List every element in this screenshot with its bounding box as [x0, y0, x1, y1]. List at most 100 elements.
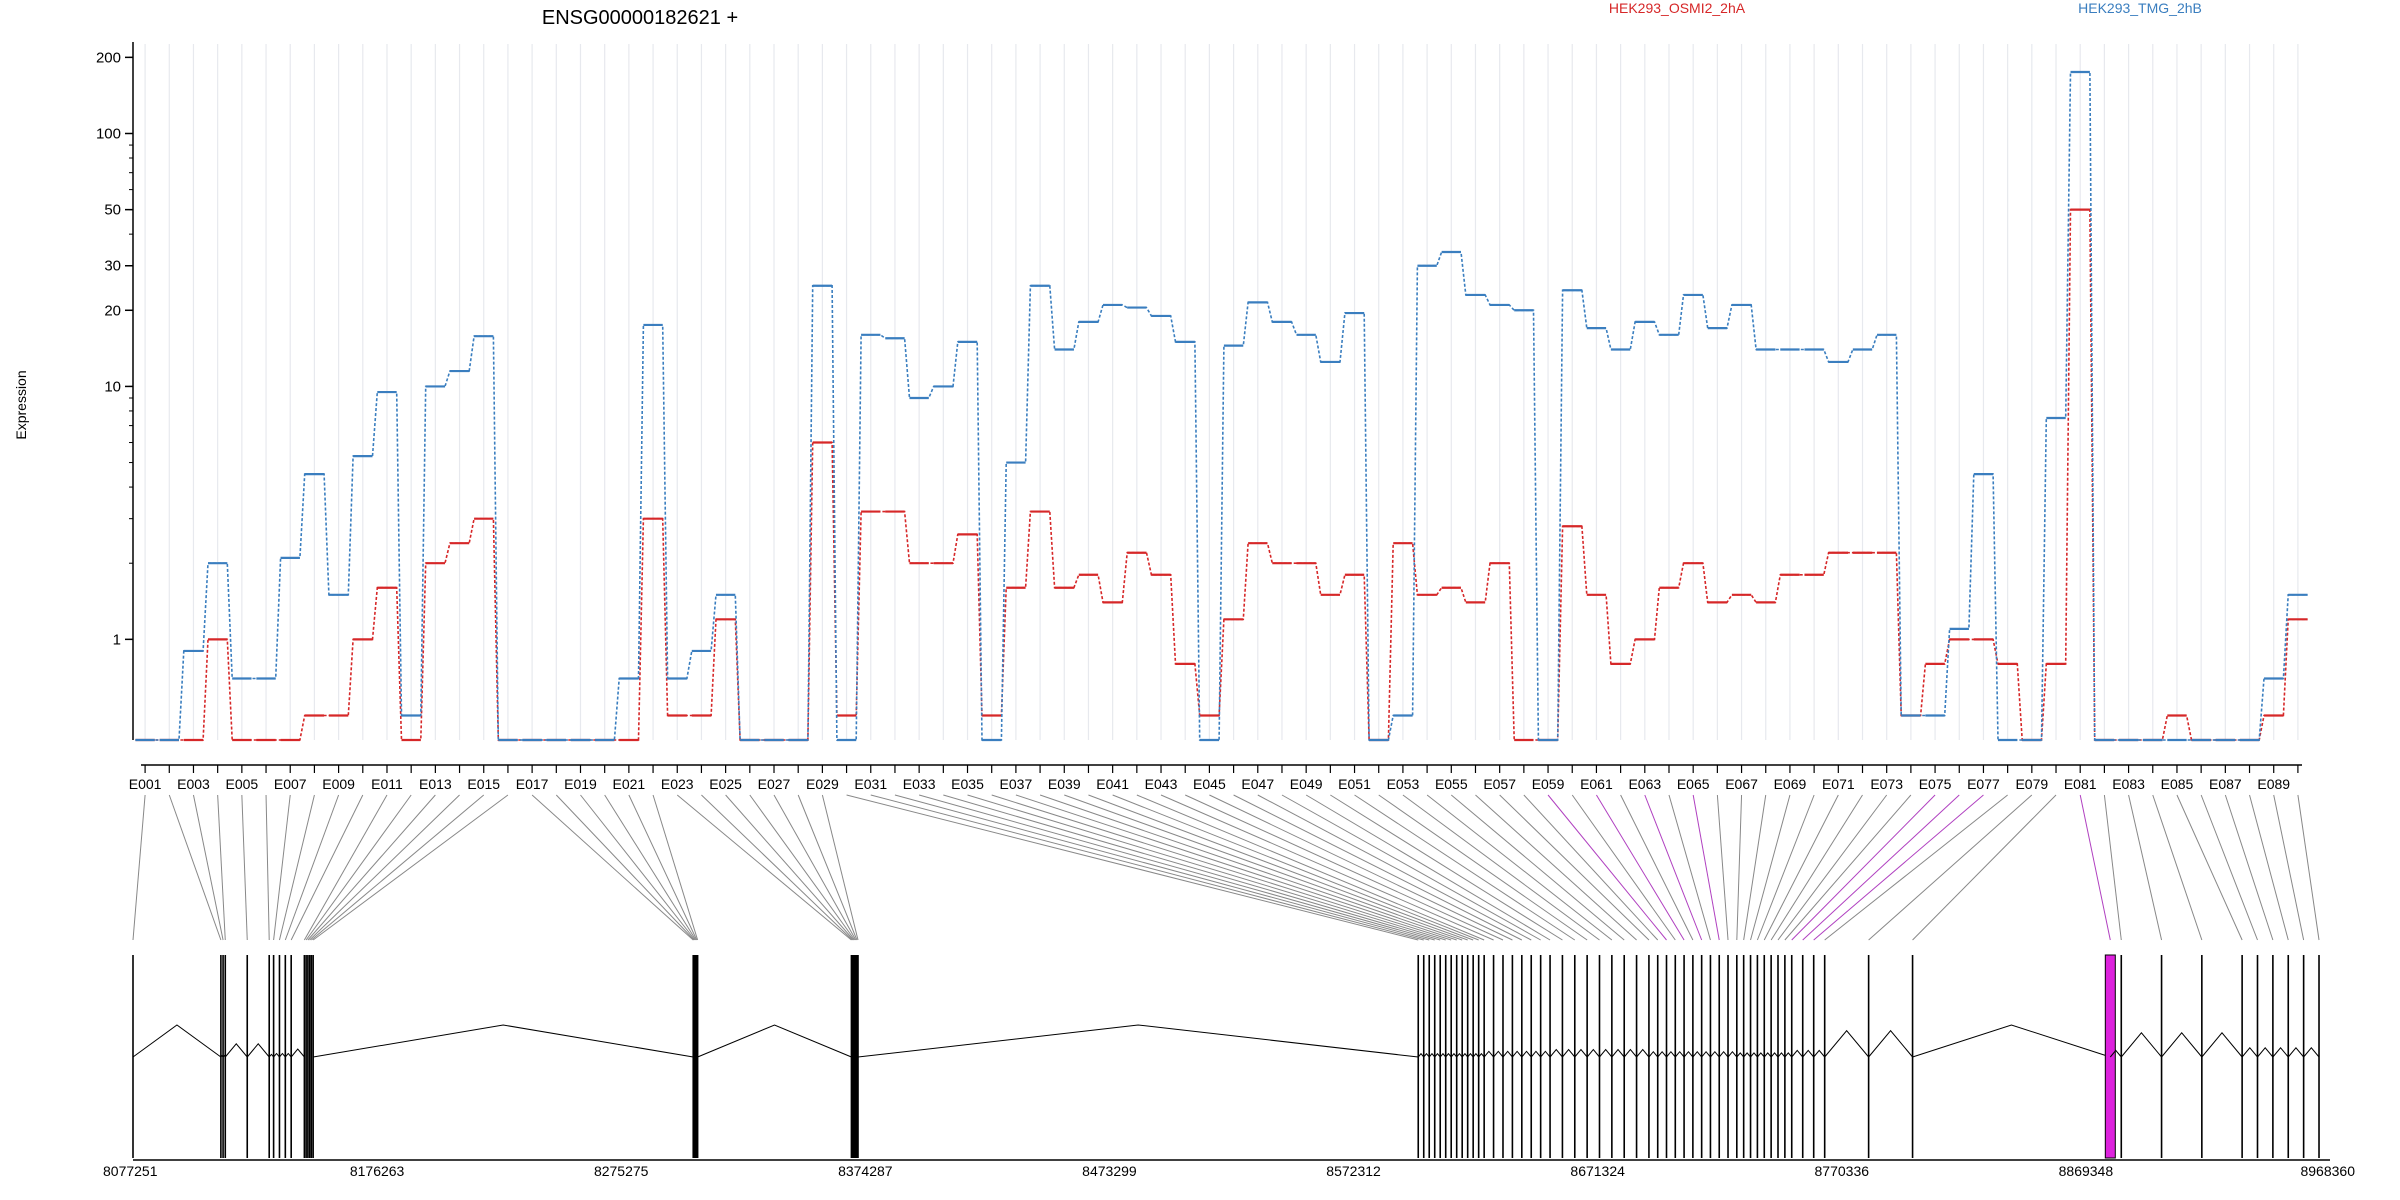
- connector-line: [1499, 794, 1650, 941]
- intron-line: [2303, 1046, 2320, 1058]
- exon-label: E033: [903, 776, 936, 792]
- connector-line: [773, 794, 857, 941]
- intron-line: [1493, 1050, 1504, 1058]
- genomic-axis: 8077251 8176263 8275275 8374287 8473299 85723…: [103, 1159, 2355, 1179]
- intron-line: [1683, 1050, 1694, 1058]
- connector-line: [1402, 794, 1600, 941]
- connector-line: [1257, 794, 1532, 941]
- connector-line: [1088, 794, 1474, 941]
- connector-line: [1547, 794, 1667, 941]
- intron-line: [1636, 1048, 1650, 1058]
- intron-line: [1674, 1050, 1685, 1058]
- connector-line: [2273, 794, 2305, 941]
- intron-line: [1599, 1048, 1613, 1058]
- intron-line: [1586, 1048, 1600, 1058]
- connector-line: [1716, 794, 1729, 941]
- connector-line: [1791, 794, 1936, 941]
- connector-line: [1281, 794, 1541, 941]
- exon-label: E057: [1483, 776, 1516, 792]
- connector-line: [943, 794, 1441, 941]
- series-line: [135, 71, 2308, 741]
- connector-line: [1595, 794, 1685, 941]
- intron-line: [1750, 1052, 1758, 1058]
- intron-line: [1434, 1052, 1441, 1058]
- intron-line: [2257, 1046, 2274, 1058]
- connector-line: [1912, 794, 2057, 941]
- connector-line: [967, 794, 1446, 941]
- exon-label: E015: [467, 776, 500, 792]
- intron-line: [1912, 1024, 2111, 1058]
- connector-line: [1039, 794, 1463, 941]
- y-tick-label: 1: [113, 631, 121, 648]
- connector-line: [312, 794, 509, 941]
- intron-line: [1439, 1052, 1447, 1058]
- exon-label: E089: [2257, 776, 2290, 792]
- intron-line: [1770, 1052, 1779, 1058]
- exon-label: E041: [1096, 776, 1129, 792]
- intron-line: [2201, 1032, 2243, 1058]
- exon-label: E075: [1919, 776, 1952, 792]
- connector-line: [1209, 794, 1513, 941]
- intron-line: [2109, 1049, 2122, 1058]
- intron-line: [1727, 1050, 1738, 1058]
- connector-line: [1777, 794, 1888, 941]
- connector-line: [628, 794, 698, 941]
- y-tick-label: 10: [104, 378, 121, 395]
- exon-label: E055: [1435, 776, 1468, 792]
- connector-line: [2176, 794, 2243, 941]
- connector-line: [305, 794, 412, 941]
- intron-line: [1472, 1052, 1480, 1058]
- connector-line: [278, 794, 315, 941]
- exon-label: E053: [1387, 776, 1420, 792]
- exon-label: E005: [225, 776, 258, 792]
- intron-line: [1701, 1050, 1711, 1058]
- connector-line: [2249, 794, 2289, 941]
- connector-line: [1160, 794, 1494, 941]
- genomic-tick-label: 8077251: [103, 1163, 158, 1179]
- exon-label: E045: [1193, 776, 1226, 792]
- connector-line: [1233, 794, 1523, 941]
- exon-label: E003: [177, 776, 210, 792]
- intron-line: [1868, 1029, 1913, 1058]
- exon-connectors: [132, 794, 2320, 941]
- genomic-tick-label: 8473299: [1082, 1163, 1137, 1179]
- connector-line: [309, 794, 460, 941]
- series-line: [135, 208, 2308, 741]
- intron-line: [1417, 1052, 1425, 1058]
- intron-line: [290, 1048, 305, 1058]
- connector-line: [1523, 794, 1659, 941]
- chart-title: ENSG00000182621 +: [542, 7, 738, 29]
- exon-label: E059: [1532, 776, 1565, 792]
- genomic-tick-label: 8968360: [2300, 1163, 2355, 1179]
- connector-line: [1450, 794, 1625, 941]
- connector-line: [1330, 794, 1563, 941]
- intron-line: [1467, 1052, 1474, 1058]
- intron-line: [2241, 1046, 2258, 1058]
- connector-line: [1571, 794, 1676, 941]
- intron-line: [1502, 1050, 1513, 1058]
- connector-line: [846, 794, 1419, 941]
- gene-model: [132, 954, 2320, 1159]
- exon-label: E085: [2161, 776, 2194, 792]
- connector-line: [1770, 794, 1863, 941]
- exon-label: E067: [1725, 776, 1758, 792]
- intron-line: [1802, 1049, 1815, 1058]
- connector-line: [1813, 794, 1984, 941]
- exon-label: E009: [322, 776, 355, 792]
- intron-line: [2287, 1046, 2305, 1058]
- intron-line: [2272, 1046, 2289, 1058]
- connector-line: [2128, 794, 2163, 941]
- connector-line: [192, 794, 224, 941]
- connector-line: [2079, 794, 2111, 941]
- connector-line: [531, 794, 694, 941]
- intron-line: [1549, 1048, 1563, 1058]
- genomic-tick-label: 8671324: [1570, 1163, 1625, 1179]
- intron-line: [132, 1024, 222, 1058]
- exon-label: E029: [806, 776, 839, 792]
- intron-line: [284, 1052, 292, 1058]
- connector-line: [919, 794, 1435, 941]
- exon-label: E047: [1241, 776, 1274, 792]
- connector-line: [676, 794, 852, 941]
- intron-line: [1456, 1052, 1463, 1058]
- exon-label: E083: [2112, 776, 2145, 792]
